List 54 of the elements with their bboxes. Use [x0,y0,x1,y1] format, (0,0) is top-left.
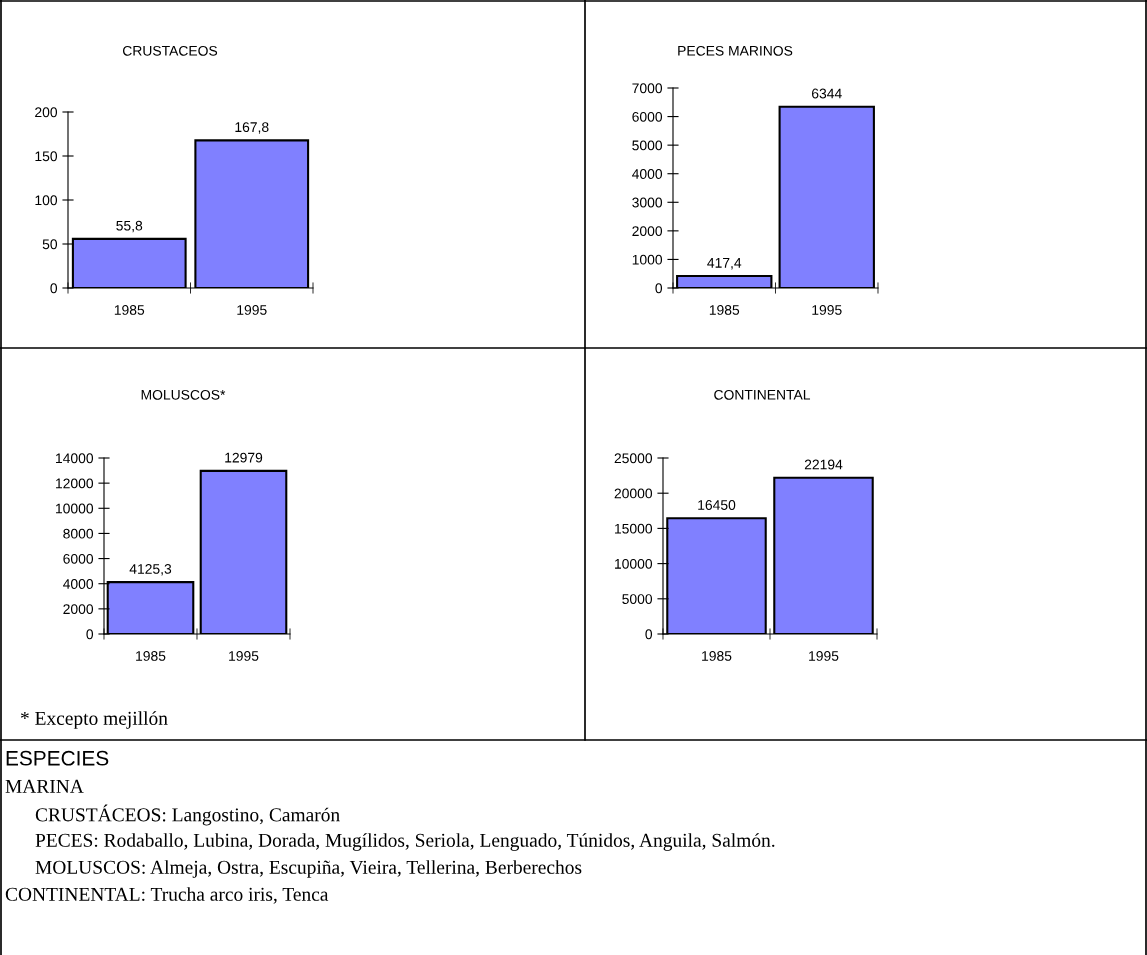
chart-title: CRUSTACEOS [122,45,218,56]
y-tick-label: 4000 [63,579,94,589]
data-label: 12979 [225,452,263,463]
y-tick-label: 100 [35,195,58,206]
text: * Excepto mejillón [20,711,168,729]
y-tick-label: 4000 [632,169,663,179]
y-tick-label: 2000 [63,604,94,615]
y-tick-label: 50 [42,239,58,250]
y-tick-label: 5000 [632,140,663,151]
data-label: 22194 [804,459,843,470]
y-tick-label: 0 [50,283,58,294]
text: ESPECIES [6,750,109,766]
y-tick-label: 150 [35,151,58,162]
y-tick-label: 25000 [614,453,653,464]
y-tick-label: 1000 [632,254,663,265]
y-tick-label: 10000 [56,503,94,514]
x-tick-label: 1995 [809,651,839,661]
data-label: 417,4 [707,258,742,270]
y-tick-label: 0 [645,629,653,640]
y-tick-label: 7000 [632,83,663,94]
chart-title: MOLUSCOS* [141,389,226,400]
y-tick-label: 0 [86,629,94,640]
y-tick-label: 20000 [614,488,653,499]
y-tick-label: 12000 [56,478,94,489]
y-tick-label: 2000 [632,226,663,237]
y-tick-label: 6000 [63,553,94,564]
y-tick-label: 5000 [622,594,653,604]
data-label: 6344 [812,88,842,99]
x-tick-label: 1985 [114,305,145,315]
text: CONTINENTAL: Trucha arco iris, Tenca [5,887,329,904]
y-tick-label: 200 [35,107,58,118]
x-tick-label: 1995 [812,305,842,315]
text: CRUSTÁCEOS: Langostino, Camarón [35,804,340,826]
y-tick-label: 8000 [63,528,94,539]
x-tick-label: 1995 [237,305,267,315]
chart-title: PECES MARINOS [678,45,793,56]
chart-title: CONTINENTAL [714,389,811,400]
data-label: 167,8 [235,122,269,134]
x-tick-label: 1995 [229,651,259,661]
text: MOLUSCOS: Almeja, Ostra, Escupiña, Vieira, Tellerina, Berberechos [35,860,582,878]
data-label: 4125,3 [129,564,172,576]
y-tick-label: 3000 [632,197,663,208]
data-label: 55,8 [116,220,143,233]
data-label: 16450 [698,500,736,510]
y-tick-label: 15000 [615,523,653,534]
x-tick-label: 1985 [702,651,732,661]
y-tick-label: 0 [655,283,663,294]
text: PECES: Rodaballo, Lubina, Dorada, Mugílidos, Seriola, Lenguado, Túnidos, Anguila, Salmón. [35,833,775,851]
x-tick-label: 1985 [709,305,740,315]
y-tick-label: 14000 [56,453,94,464]
y-tick-label: 6000 [632,111,663,122]
y-tick-label: 10000 [615,558,653,569]
x-tick-label: 1985 [136,651,166,661]
text: MARINA [5,779,84,793]
